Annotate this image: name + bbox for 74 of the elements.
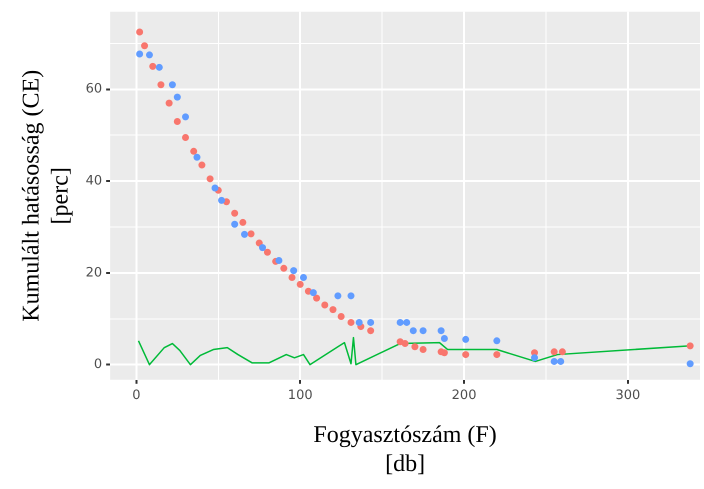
point bbox=[239, 218, 246, 226]
point bbox=[348, 318, 354, 326]
point bbox=[141, 42, 148, 50]
point bbox=[206, 175, 214, 182]
point bbox=[550, 348, 558, 356]
point bbox=[259, 244, 266, 252]
point bbox=[190, 148, 198, 155]
point bbox=[264, 248, 271, 256]
point bbox=[557, 358, 564, 365]
point bbox=[156, 64, 163, 71]
point bbox=[420, 327, 427, 334]
point bbox=[367, 327, 374, 334]
point bbox=[174, 118, 181, 125]
point bbox=[410, 327, 417, 334]
x-tick-label: 0 bbox=[132, 388, 140, 403]
point bbox=[296, 280, 304, 288]
point bbox=[329, 306, 336, 314]
point bbox=[136, 50, 144, 58]
point bbox=[338, 312, 345, 320]
point bbox=[157, 81, 164, 88]
point bbox=[288, 274, 296, 281]
point bbox=[241, 230, 248, 238]
point bbox=[182, 113, 190, 120]
point bbox=[182, 134, 190, 142]
point bbox=[531, 354, 538, 362]
point bbox=[356, 318, 363, 326]
point bbox=[231, 210, 238, 217]
point bbox=[367, 318, 374, 326]
y-axis-title: Kumulált hatásosság (CE) [perc] bbox=[18, 70, 74, 322]
point bbox=[462, 351, 470, 358]
point bbox=[440, 349, 448, 356]
point bbox=[136, 28, 144, 36]
point bbox=[321, 302, 328, 309]
point bbox=[275, 257, 282, 264]
point bbox=[396, 318, 404, 326]
point bbox=[402, 340, 409, 348]
point bbox=[149, 62, 156, 70]
y-tick-label: 60 bbox=[86, 82, 102, 97]
point bbox=[168, 81, 176, 88]
point bbox=[493, 337, 500, 344]
point bbox=[334, 292, 342, 300]
point bbox=[310, 289, 317, 296]
point bbox=[403, 318, 410, 326]
x-tick-label: 300 bbox=[615, 388, 640, 403]
point bbox=[248, 230, 255, 238]
point bbox=[146, 51, 153, 58]
x-tick-label: 200 bbox=[452, 388, 476, 403]
y-tick-label: 0 bbox=[94, 357, 102, 372]
point bbox=[348, 292, 354, 300]
point bbox=[231, 220, 238, 228]
point bbox=[462, 336, 470, 343]
point bbox=[193, 154, 200, 161]
point bbox=[174, 94, 181, 101]
point bbox=[550, 358, 558, 365]
x-axis-title: Fogyasztószám (F) [db] bbox=[313, 422, 497, 477]
point bbox=[411, 343, 418, 350]
y-tick-label: 20 bbox=[86, 265, 102, 280]
point bbox=[290, 267, 298, 274]
point bbox=[558, 348, 566, 356]
point bbox=[438, 327, 445, 334]
point bbox=[198, 162, 206, 169]
point bbox=[218, 196, 226, 204]
point bbox=[686, 360, 694, 368]
x-tick-label: 100 bbox=[288, 388, 313, 403]
point bbox=[212, 184, 219, 192]
point bbox=[300, 274, 307, 281]
point bbox=[440, 335, 448, 342]
y-tick-label: 40 bbox=[86, 173, 102, 188]
point bbox=[420, 346, 427, 354]
point bbox=[280, 264, 288, 272]
point bbox=[493, 351, 500, 358]
point bbox=[313, 294, 320, 302]
point bbox=[686, 342, 694, 350]
point bbox=[166, 100, 173, 107]
